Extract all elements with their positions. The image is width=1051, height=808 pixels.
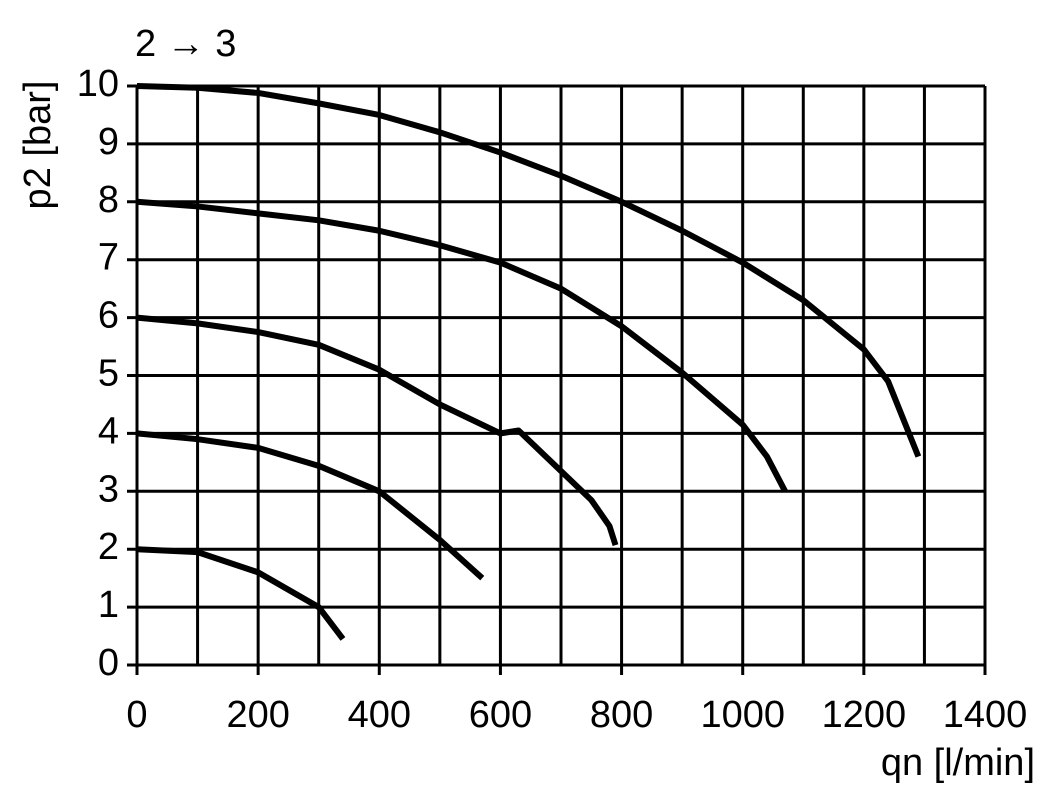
x-tick-label: 600 [469,694,532,736]
y-tick-label: 8 [98,179,119,221]
y-axis-label: p2 [bar] [17,81,59,210]
y-tick-label: 4 [98,410,119,452]
curve [136,314,619,547]
x-tick-label: 1200 [822,694,907,736]
x-tick-label: 800 [590,694,653,736]
y-tick-label: 0 [98,642,119,684]
x-tick-label: 200 [226,694,289,736]
x-tick-label: 1000 [700,694,785,736]
y-tick-label: 3 [98,468,119,510]
curve [136,83,922,458]
y-tick-label: 7 [98,237,119,279]
y-tick-label: 1 [98,584,119,626]
chart-title: 2 → 3 [135,23,236,65]
curve [136,430,485,581]
curve [136,198,788,493]
x-axis-label: qn [l/min] [881,742,1035,784]
x-tick-label: 1400 [943,694,1028,736]
x-tick-label: 400 [348,694,411,736]
y-tick-label: 10 [77,63,119,105]
y-tick-label: 5 [98,353,119,395]
x-tick-label: 0 [126,694,147,736]
y-tick-label: 9 [98,121,119,163]
y-tick-label: 2 [98,526,119,568]
curve [136,546,346,641]
y-tick-label: 6 [98,295,119,337]
